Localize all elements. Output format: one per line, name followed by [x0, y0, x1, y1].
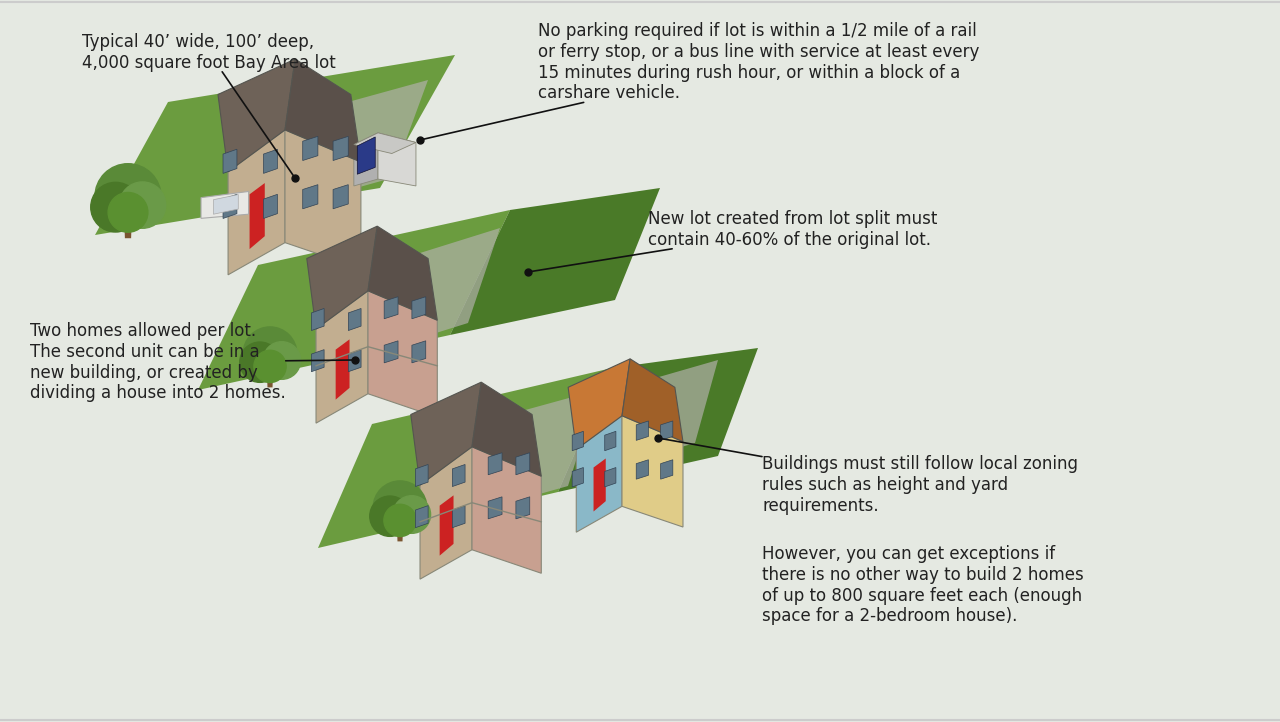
- Polygon shape: [572, 431, 584, 451]
- Polygon shape: [223, 149, 237, 173]
- Text: Two homes allowed per lot.
The second unit can be in a
new building, or created : Two homes allowed per lot. The second un…: [29, 322, 355, 402]
- Text: Buildings must still follow local zoning
rules such as height and yard
requireme: Buildings must still follow local zoning…: [658, 438, 1078, 515]
- Polygon shape: [416, 505, 428, 528]
- Polygon shape: [660, 460, 673, 479]
- Circle shape: [91, 183, 141, 232]
- Polygon shape: [264, 149, 278, 173]
- Polygon shape: [223, 194, 237, 219]
- Polygon shape: [420, 447, 472, 579]
- Polygon shape: [636, 421, 649, 440]
- Polygon shape: [95, 55, 454, 235]
- Polygon shape: [266, 362, 274, 388]
- Polygon shape: [250, 183, 265, 249]
- Polygon shape: [452, 464, 465, 487]
- Polygon shape: [411, 382, 481, 485]
- Polygon shape: [384, 297, 398, 319]
- Polygon shape: [439, 495, 453, 556]
- Polygon shape: [451, 188, 660, 335]
- Polygon shape: [348, 349, 361, 372]
- Text: No parking required if lot is within a 1/2 mile of a rail
or ferry stop, or a bu: No parking required if lot is within a 1…: [420, 22, 979, 140]
- Polygon shape: [307, 226, 378, 329]
- Polygon shape: [369, 291, 438, 417]
- Polygon shape: [472, 447, 541, 573]
- Polygon shape: [218, 59, 296, 172]
- Polygon shape: [241, 98, 308, 218]
- Polygon shape: [285, 59, 361, 162]
- Polygon shape: [412, 297, 426, 319]
- Polygon shape: [397, 516, 403, 542]
- Polygon shape: [622, 416, 684, 527]
- Polygon shape: [316, 291, 369, 423]
- Polygon shape: [311, 349, 324, 372]
- Polygon shape: [317, 368, 612, 548]
- Polygon shape: [604, 431, 616, 451]
- Polygon shape: [353, 133, 378, 186]
- Polygon shape: [452, 505, 465, 528]
- Polygon shape: [568, 359, 630, 449]
- Polygon shape: [594, 458, 605, 511]
- Polygon shape: [558, 348, 758, 492]
- Polygon shape: [488, 497, 502, 519]
- Polygon shape: [333, 136, 348, 160]
- Polygon shape: [516, 497, 530, 519]
- Circle shape: [243, 327, 297, 380]
- Text: New lot created from lot split must
contain 40-60% of the original lot.: New lot created from lot split must cont…: [529, 210, 937, 272]
- Circle shape: [253, 350, 287, 383]
- Circle shape: [384, 504, 416, 536]
- Polygon shape: [660, 421, 673, 440]
- Polygon shape: [198, 210, 509, 390]
- Circle shape: [374, 481, 428, 535]
- Polygon shape: [124, 207, 132, 238]
- Circle shape: [108, 193, 148, 232]
- Polygon shape: [388, 228, 500, 348]
- Polygon shape: [572, 468, 584, 487]
- Polygon shape: [285, 130, 361, 269]
- Polygon shape: [490, 390, 598, 508]
- Polygon shape: [412, 341, 426, 363]
- Polygon shape: [472, 382, 541, 477]
- Polygon shape: [317, 248, 388, 368]
- Text: Typical 40’ wide, 100’ deep,
4,000 square foot Bay Area lot: Typical 40’ wide, 100’ deep, 4,000 squar…: [82, 33, 335, 178]
- Circle shape: [119, 182, 165, 228]
- Polygon shape: [579, 378, 632, 476]
- Polygon shape: [294, 80, 428, 205]
- Polygon shape: [369, 226, 438, 321]
- Polygon shape: [357, 137, 375, 174]
- Polygon shape: [264, 194, 278, 219]
- Polygon shape: [488, 453, 502, 475]
- Polygon shape: [302, 136, 317, 160]
- Circle shape: [95, 164, 161, 230]
- Polygon shape: [201, 191, 248, 218]
- Polygon shape: [636, 460, 649, 479]
- Polygon shape: [311, 308, 324, 331]
- Polygon shape: [333, 185, 348, 209]
- Polygon shape: [302, 185, 317, 209]
- Circle shape: [393, 496, 430, 534]
- Polygon shape: [384, 341, 398, 363]
- Text: However, you can get exceptions if
there is no other way to build 2 homes
of up : However, you can get exceptions if there…: [762, 545, 1084, 625]
- Circle shape: [239, 342, 280, 383]
- Polygon shape: [630, 360, 718, 462]
- Polygon shape: [348, 308, 361, 331]
- Circle shape: [370, 496, 410, 536]
- Circle shape: [262, 342, 301, 379]
- Polygon shape: [335, 339, 349, 399]
- Polygon shape: [622, 359, 684, 442]
- Polygon shape: [428, 408, 495, 523]
- Polygon shape: [604, 468, 616, 487]
- Polygon shape: [353, 133, 416, 154]
- Polygon shape: [576, 416, 622, 532]
- Polygon shape: [214, 194, 238, 214]
- Polygon shape: [228, 130, 285, 275]
- Polygon shape: [378, 133, 416, 186]
- Polygon shape: [516, 453, 530, 475]
- Polygon shape: [416, 464, 428, 487]
